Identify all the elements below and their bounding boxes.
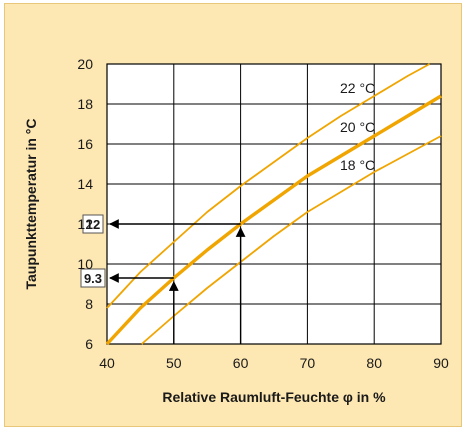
annotation-box <box>82 214 104 234</box>
series-label: 22 °C <box>340 80 375 96</box>
x-tick-label: 70 <box>300 355 316 371</box>
plot-area <box>106 63 442 345</box>
series-layer: 22 °C 20 °C 18 °C <box>105 63 442 346</box>
y-tick-label: 16 <box>77 136 93 152</box>
x-axis-title: Relative Raumluft-Feuchte φ in % <box>162 389 386 405</box>
x-tick-label: 40 <box>99 355 115 371</box>
y-tick-label: 14 <box>77 176 93 192</box>
y-tick-label: 20 <box>77 56 93 72</box>
annotation-box <box>80 268 106 288</box>
series-line <box>106 63 431 309</box>
annotation-value: 9.3 <box>84 271 102 286</box>
y-tick-label: 12 <box>77 216 93 232</box>
series-line <box>141 135 442 345</box>
x-tick-label: 50 <box>166 355 182 371</box>
x-tick-label: 60 <box>233 355 249 371</box>
x-tick-labels: 40 50 60 70 80 90 <box>99 355 449 371</box>
series-label: 20 °C <box>340 119 375 135</box>
series-label: 18 °C <box>340 157 375 173</box>
x-tick-label: 90 <box>433 355 449 371</box>
y-tick-label: 18 <box>77 96 93 112</box>
series-line <box>105 94 442 346</box>
y-tick-labels: 6 8 10 12 14 16 18 20 <box>77 56 93 352</box>
y-tick-label: 6 <box>85 336 93 352</box>
y-tick-label: 10 <box>77 256 93 272</box>
y-axis-title: Taupunkttemperatur in °C <box>23 118 39 289</box>
annotation-value: 12 <box>86 217 100 232</box>
y-tick-label: 8 <box>85 296 93 312</box>
x-tick-label: 80 <box>366 355 382 371</box>
annotation-layer: 129.3 <box>80 214 246 344</box>
